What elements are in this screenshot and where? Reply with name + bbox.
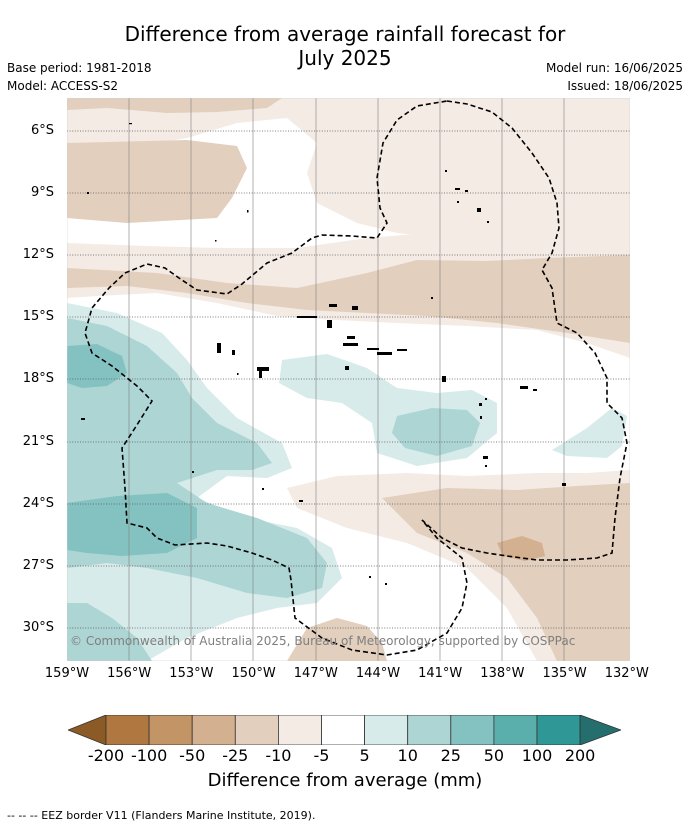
dry-band-north (67, 98, 630, 253)
colorbar-tick-label: 100 (521, 746, 553, 765)
latitude-label: 27°S (22, 558, 54, 573)
wet-region-west-dark (67, 344, 127, 388)
chart-title: Difference from average rainfall forecas… (0, 22, 690, 70)
eez-border (84, 100, 628, 656)
longitude-label: 150°W (231, 666, 276, 681)
colorbar (68, 715, 621, 745)
colorbar-segment (493, 715, 538, 745)
colorbar-tick-label: 5 (359, 746, 370, 765)
dry-patch-bottom (287, 618, 387, 661)
dry-band-middle-inner (67, 255, 630, 343)
colorbar-tick-label: 50 (483, 746, 505, 765)
longitude-label: 144°W (355, 666, 401, 681)
colorbar-segment (364, 715, 409, 745)
latitude-label: 21°S (22, 434, 54, 449)
model-name: Model: ACCESS-S2 (7, 79, 119, 93)
longitude-label: 141°W (418, 666, 463, 681)
colorbar-tick-label: -10 (265, 746, 292, 765)
latitude-label: 24°S (22, 496, 54, 511)
meta-right: Model run: 16/06/2025 Issued: 18/06/2025 (546, 59, 683, 95)
islands (81, 123, 566, 585)
colorbar-tick-label: 25 (440, 746, 461, 765)
colorbar-label: Difference from average (mm) (207, 770, 483, 791)
colorbar-tick-label: -5 (313, 746, 330, 765)
colorbar-segment (407, 715, 452, 745)
longitude-label: 138°W (480, 666, 525, 681)
wet-region-bottom-left (67, 603, 152, 661)
dry-band-south-inner (382, 483, 630, 661)
colorbar-segment (148, 715, 193, 745)
colorbar-segment (321, 715, 365, 745)
colorbar-segment (450, 715, 495, 745)
wet-region-central-inner (392, 408, 480, 456)
latitude-gridlines (67, 130, 630, 629)
colorbar-arrow-low (68, 715, 107, 745)
colorbar-tick-label: 200 (564, 746, 596, 765)
colorbar-segment (234, 715, 279, 745)
longitude-label: 153°W (169, 666, 214, 681)
longitude-label: 156°W (107, 666, 152, 681)
wet-region-east (552, 408, 627, 458)
colorbar-tick-label: -50 (179, 746, 206, 765)
eez-footnote: -- -- -- EEZ border V11 (Flanders Marine… (7, 809, 316, 822)
latitude-label: 9°S (30, 185, 54, 200)
latitude-label: 18°S (22, 371, 54, 386)
dry-patch-south-dark (497, 536, 545, 561)
longitude-label: 147°W (293, 666, 338, 681)
latitude-label: 30°S (22, 620, 54, 635)
dry-band-north-top (67, 98, 282, 113)
colorbar-tick-label: -200 (87, 746, 125, 765)
colorbar-tick-label: 10 (397, 746, 418, 765)
longitude-label: 159°W (44, 666, 90, 681)
dry-band-north-top-2 (67, 140, 247, 223)
colorbar-tick-label: -100 (130, 746, 168, 765)
colorbar-segment (105, 715, 150, 745)
colorbar-segment (536, 715, 581, 745)
title-line-2: July 2025 (298, 46, 392, 70)
issued-date: Issued: 18/06/2025 (567, 79, 683, 93)
model-run: Model run: 16/06/2025 (545, 61, 683, 75)
longitude-label: 132°W (604, 666, 649, 681)
latitude-label: 12°S (22, 247, 54, 262)
base-period: Base period: 1981-2018 (7, 61, 152, 75)
latitude-label: 15°S (22, 309, 54, 324)
longitude-label: 135°W (542, 666, 587, 681)
latitude-label: 6°S (30, 123, 54, 138)
colorbar-segment (277, 715, 322, 745)
colorbar-arrow-high (579, 715, 621, 745)
title-line-1: Difference from average rainfall forecas… (124, 22, 566, 46)
colorbar-segment (191, 715, 236, 745)
rainfall-map (67, 98, 630, 661)
meta-left: Base period: 1981-2018 Model: ACCESS-S2 (7, 59, 152, 95)
colorbar-tick-label: -25 (222, 746, 249, 765)
copyright-notice: © Commonwealth of Australia 2025, Bureau… (70, 634, 576, 648)
